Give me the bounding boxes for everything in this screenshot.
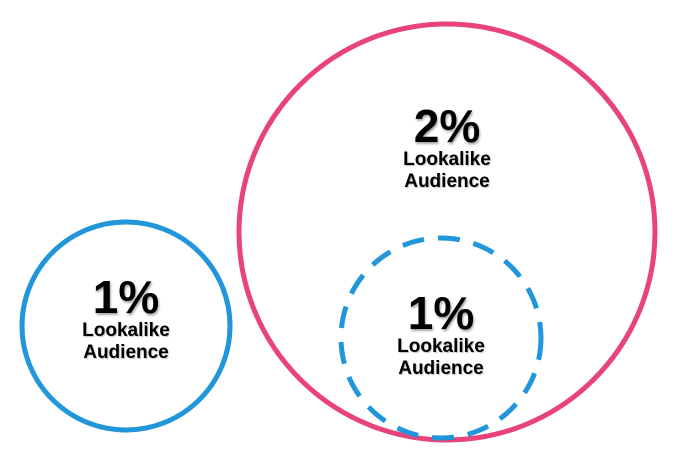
small-circle-line2: Audience (83, 342, 169, 363)
large-circle-label: 2% Lookalike Audience (403, 103, 491, 193)
inner-circle-label: 1% Lookalike Audience (397, 290, 485, 380)
inner-circle-line2: Audience (398, 358, 484, 379)
large-circle-line1: Lookalike (403, 149, 491, 170)
small-lookalike-circle (19, 219, 233, 433)
small-circle-line1: Lookalike (82, 320, 170, 341)
small-circle-label: 1% Lookalike Audience (82, 274, 170, 364)
inner-circle-percent: 1% (407, 287, 475, 339)
inner-dashed-lookalike-circle (338, 235, 544, 441)
large-circle-percent: 2% (413, 100, 481, 152)
inner-circle-line1: Lookalike (397, 336, 485, 357)
small-circle-percent: 1% (92, 271, 160, 323)
large-circle-line2: Audience (404, 171, 490, 192)
